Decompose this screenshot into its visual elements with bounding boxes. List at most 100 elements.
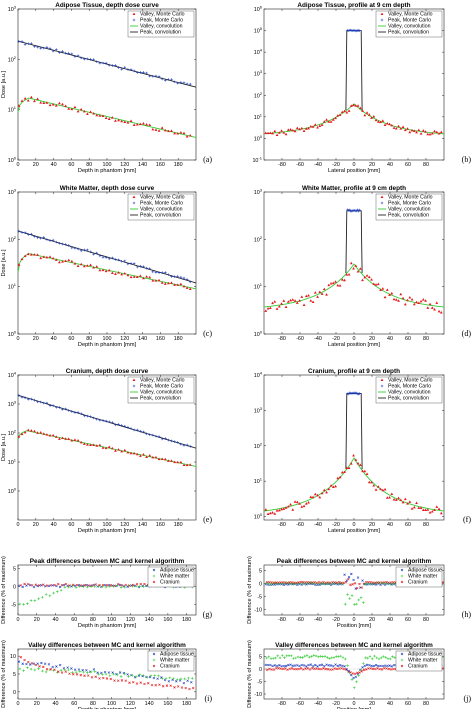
white-matter-point bbox=[350, 594, 354, 597]
legend-label: Peak, convolution bbox=[140, 30, 181, 36]
x-tick-label: 40 bbox=[387, 522, 393, 528]
valley-mc-point bbox=[370, 480, 373, 484]
valley-mc-point bbox=[70, 107, 74, 111]
valley-mc-point bbox=[293, 299, 297, 302]
cranium-point bbox=[132, 583, 135, 587]
white-matter-point bbox=[127, 675, 130, 678]
adipose-point bbox=[336, 664, 340, 668]
cranium-point bbox=[38, 584, 41, 587]
valley-mc-point bbox=[104, 446, 108, 450]
adipose-point bbox=[305, 665, 308, 668]
x-tick-label: 80 bbox=[423, 162, 429, 168]
white-matter-point bbox=[172, 677, 175, 680]
white-matter-point bbox=[359, 596, 363, 599]
valley-mc-point bbox=[148, 454, 152, 457]
valley-mc-point bbox=[331, 485, 335, 488]
valley-mc-point bbox=[277, 131, 281, 134]
valley-mc-point bbox=[379, 487, 382, 491]
valley-mc-point bbox=[282, 507, 286, 510]
peak-mc-point bbox=[79, 412, 83, 415]
legend-marker bbox=[380, 378, 384, 381]
peak-mc-point bbox=[30, 232, 33, 236]
adipose-point bbox=[298, 664, 301, 668]
x-tick-label: 0 bbox=[353, 336, 356, 342]
valley-mc-point bbox=[117, 271, 120, 274]
valley-mc-point bbox=[327, 487, 331, 491]
white-matter-point bbox=[305, 654, 309, 657]
valley-mc-point bbox=[170, 281, 173, 284]
cranium-point bbox=[49, 584, 53, 587]
valley-mc-point bbox=[363, 275, 367, 279]
valley-mc-point bbox=[120, 449, 124, 453]
legend-box bbox=[147, 650, 195, 672]
peak-mc-point bbox=[179, 442, 183, 446]
cranium-point bbox=[362, 668, 366, 672]
white-matter-point bbox=[280, 654, 284, 657]
adipose-point bbox=[43, 585, 47, 588]
y-tick-label: 103 bbox=[8, 400, 17, 409]
valley-mc-point bbox=[61, 260, 64, 263]
y-tick-exponent: 1 bbox=[14, 282, 17, 287]
peak-mc-point bbox=[104, 61, 108, 65]
valley-mc-point bbox=[291, 508, 295, 511]
y-tick-label: -5 bbox=[257, 595, 262, 601]
white-matter-point bbox=[190, 677, 194, 680]
valley-mc-point bbox=[271, 511, 274, 514]
x-tick-label: 120 bbox=[126, 617, 135, 623]
cranium-point bbox=[376, 667, 379, 670]
white-matter-point bbox=[269, 657, 273, 661]
x-tick-label: 60 bbox=[71, 617, 77, 623]
peak-mc-point bbox=[23, 396, 27, 400]
y-tick-exponent: 0 bbox=[260, 512, 263, 517]
adipose-point bbox=[47, 663, 51, 666]
y-tick-label: 100 bbox=[8, 487, 17, 496]
x-tick-label: 60 bbox=[68, 336, 74, 342]
adipose-point bbox=[383, 664, 387, 667]
peak-mc-point bbox=[104, 256, 108, 259]
plot-frame bbox=[17, 564, 197, 616]
valley-mc-point bbox=[48, 255, 52, 258]
valley-mc-point bbox=[266, 131, 270, 135]
valley-mc-point bbox=[179, 130, 183, 134]
adipose-point bbox=[390, 665, 394, 668]
white-matter-point bbox=[18, 602, 22, 606]
valley-mc-point bbox=[57, 260, 61, 264]
legend-label: Valley, Monte Carlo bbox=[388, 195, 433, 201]
x-tick-label: 80 bbox=[90, 701, 96, 707]
adipose-point bbox=[58, 585, 62, 589]
valley-mc-point bbox=[48, 433, 52, 437]
peak-mc-point bbox=[76, 54, 80, 58]
valley-mc-point bbox=[421, 298, 425, 301]
valley-mc-point bbox=[82, 109, 86, 113]
cranium-point bbox=[281, 581, 285, 584]
valley-mc-point bbox=[132, 123, 136, 126]
peak-mc-point bbox=[120, 67, 123, 71]
adipose-point bbox=[55, 665, 58, 668]
x-tick-label: 120 bbox=[120, 336, 129, 342]
y-tick-label: 106 bbox=[254, 5, 263, 14]
peak-mc-point bbox=[17, 40, 21, 43]
valley-mc-point bbox=[145, 455, 149, 459]
legend-label: Cranium bbox=[160, 580, 180, 586]
x-tick-label: -20 bbox=[332, 701, 340, 707]
y-tick-label: 103 bbox=[254, 69, 263, 78]
adipose-point bbox=[284, 664, 288, 668]
valley-mc-point bbox=[417, 506, 421, 509]
cranium-point bbox=[53, 583, 56, 587]
legend-marker bbox=[132, 12, 136, 15]
white-matter-point bbox=[175, 678, 179, 681]
valley-mc-point bbox=[421, 129, 425, 132]
legend-marker bbox=[400, 574, 404, 578]
peak-mc-point bbox=[179, 275, 183, 279]
peak-mc-point bbox=[151, 433, 155, 437]
white-matter-point bbox=[265, 656, 268, 660]
valley-mc-point bbox=[349, 104, 353, 107]
valley-mc-point bbox=[79, 262, 83, 266]
legend-label: Peak, Monte Carlo bbox=[140, 18, 183, 24]
legend-label: Adipose tissue bbox=[408, 568, 442, 574]
valley-mc-point bbox=[307, 500, 310, 504]
valley-mc-point bbox=[304, 127, 308, 130]
peak-mc-point bbox=[36, 400, 39, 404]
valley-mc-point bbox=[64, 437, 68, 440]
peak-mc-point bbox=[42, 46, 46, 50]
